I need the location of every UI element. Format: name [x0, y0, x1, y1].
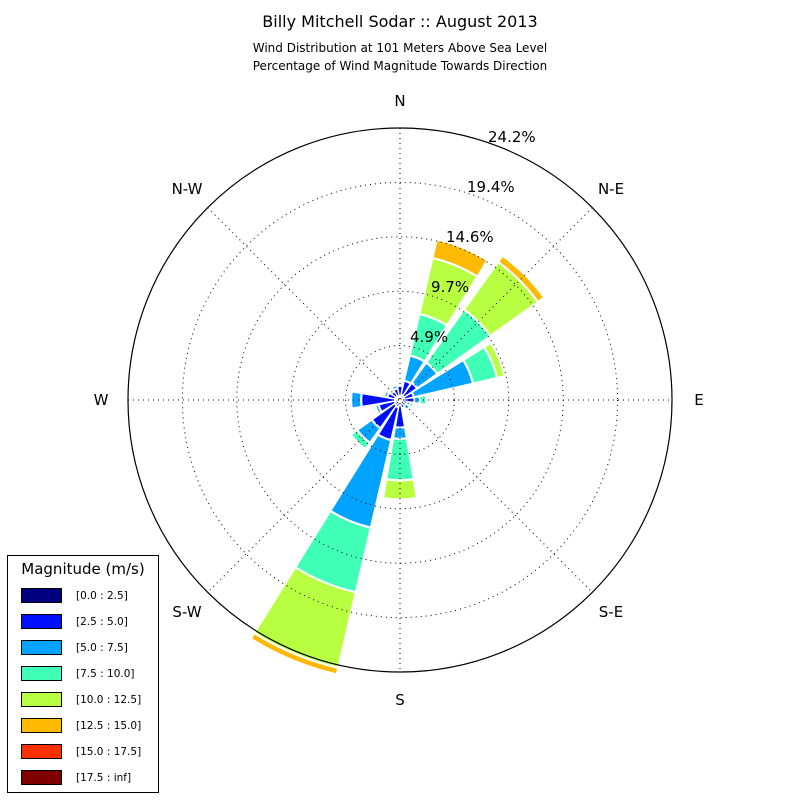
wedge-dir225-bin3 [350, 430, 370, 450]
wedge-dir202.5-bin4 [254, 567, 356, 668]
wedge-dir202.5-bin3 [295, 511, 371, 593]
legend-title: Magnitude (m/s) [21, 560, 145, 578]
wedge-dir180-bin3 [386, 438, 414, 481]
legend-label: [12.5 : 15.0] [76, 720, 142, 732]
wedge-dir22.5-bin2 [404, 355, 425, 384]
direction-label-w: W [94, 391, 109, 409]
direction-label-n: N [394, 92, 405, 110]
wedge-dir225-bin2 [357, 419, 381, 443]
legend-swatch [21, 718, 62, 733]
spoke-nw-se [207, 207, 593, 593]
legend: Magnitude (m/s) [0.0 : 2.5] [2.5 : 5.0] … [7, 555, 159, 793]
chart-subtitle-line1: Wind Distribution at 101 Meters Above Se… [252, 41, 548, 55]
wedge-dir90-bin3 [419, 395, 427, 405]
legend-swatch [21, 770, 62, 785]
wedge-dir45-bin3 [426, 309, 491, 374]
wedge-dir45-bin4 [464, 262, 538, 336]
wedge-dir67.5-bin2 [411, 360, 473, 398]
ring-label-24.2: 24.2% [488, 128, 536, 146]
legend-label: [2.5 : 5.0] [76, 616, 128, 628]
legend-swatch [21, 588, 62, 603]
wedge-dir67.5-bin4 [484, 342, 505, 378]
wedge-dir247.5-bin1 [378, 400, 396, 412]
wedge-dir90-bin2 [413, 396, 420, 404]
wedge-dir292.5-bin1 [387, 392, 396, 400]
legend-label: [17.5 : inf] [76, 772, 132, 784]
wedge-dir180-bin4 [383, 479, 417, 500]
wedge-dir45-bin1 [402, 382, 418, 398]
wedge-dir202.5-bin1 [377, 406, 399, 441]
wedge-dir112.5-bin3 [408, 401, 414, 408]
legend-swatch [21, 640, 62, 655]
outer-ring [127, 127, 673, 673]
ring-label-4.9: 4.9% [410, 328, 448, 346]
polar-grid [128, 128, 672, 672]
ring-label-14.6: 14.6% [446, 228, 494, 246]
wedge-dir22.5-bin5 [432, 239, 488, 277]
wedge-dir202.5-bin2 [330, 434, 392, 528]
ring-label-19.4: 19.4% [467, 178, 515, 196]
direction-label-nw: N-W [172, 180, 203, 198]
legend-label: [5.0 : 7.5] [76, 642, 128, 654]
chart-title: Billy Mitchell Sodar :: August 2013 [262, 12, 538, 31]
legend-swatch [21, 666, 62, 681]
wedge-dir202.5-bin5 [250, 633, 339, 675]
direction-label-ne: N-E [598, 180, 624, 198]
legend-swatch [21, 744, 62, 759]
legend-label: [0.0 : 2.5] [76, 590, 128, 602]
ring-19.4 [181, 181, 619, 619]
direction-label-s: S [395, 691, 405, 709]
wedge-dir67.5-bin1 [403, 392, 414, 400]
direction-label-sw: S-W [172, 603, 201, 621]
wedge-dir22.5-bin1 [400, 380, 411, 396]
legend-label: [7.5 : 10.0] [76, 668, 135, 680]
ring-label-9.7: 9.7% [431, 278, 469, 296]
direction-label-e: E [694, 391, 703, 409]
wedge-dir180-bin1 [395, 405, 405, 428]
direction-label-se: S-E [599, 603, 623, 621]
legend-label: [15.0 : 17.5] [76, 746, 142, 758]
wind-rose-wedges [250, 239, 545, 675]
wedge-dir315-bin1 [391, 391, 399, 399]
legend-swatch [21, 692, 62, 707]
wedge-dir270-bin2 [351, 391, 362, 409]
legend-swatch [21, 614, 62, 629]
spoke-ne-sw [207, 207, 593, 593]
wedge-dir337.5-bin1 [393, 388, 400, 397]
wedge-dir337.5-bin2 [391, 385, 398, 391]
wedge-dir157.5-bin2 [401, 407, 407, 411]
wedge-dir67.5-bin3 [463, 347, 497, 384]
wedge-dir157.5-bin1 [400, 402, 405, 409]
chart-subtitle-line2: Percentage of Wind Magnitude Towards Dir… [252, 59, 548, 73]
legend-label: [10.0 : 12.5] [76, 694, 142, 706]
wedge-dir337.5-bin0 [397, 396, 401, 401]
ring-4.9 [345, 345, 455, 455]
wedge-dir247.5-bin2 [375, 404, 382, 414]
wedge-dir112.5-bin2 [406, 401, 411, 407]
wedge-dir292.5-bin2 [384, 390, 390, 398]
wedge-dir22.5-bin4 [419, 258, 478, 326]
